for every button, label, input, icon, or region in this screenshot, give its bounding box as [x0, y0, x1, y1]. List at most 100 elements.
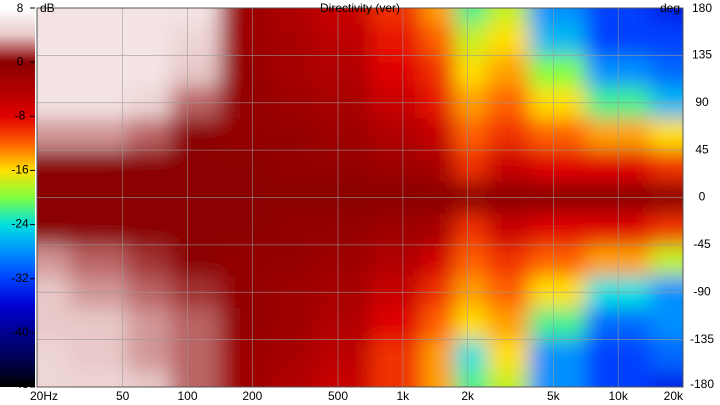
heatmap-cell: [271, 308, 315, 341]
heatmap-cell: [271, 23, 315, 56]
colorbar-tick-label: -48: [11, 377, 29, 391]
x-tick-label: 10k: [608, 389, 628, 403]
heatmap-cell: [454, 55, 488, 88]
colorbar: [0, 8, 35, 387]
heatmap-cell: [529, 213, 587, 246]
heatmap-cell: [314, 308, 371, 341]
y-axis-label: deg: [660, 1, 680, 15]
heatmap-cell: [69, 244, 129, 277]
heatmap-cell: [421, 244, 455, 277]
heatmap-cell: [37, 150, 70, 183]
x-tick-label: 2k: [461, 389, 475, 403]
x-tick-label: 20Hz: [30, 389, 58, 403]
heatmap-cell: [170, 23, 221, 56]
heatmap-cell: [314, 244, 371, 277]
colorbar-label: dB: [40, 1, 55, 15]
heatmap-cell: [69, 23, 129, 56]
y-tick-label: 90: [695, 95, 709, 109]
heatmap-cell: [271, 371, 315, 387]
heatmap-cell: [454, 23, 488, 56]
heatmap: [37, 8, 683, 387]
heatmap-cell: [486, 150, 530, 183]
heatmap-cell: [127, 244, 172, 277]
heatmap-cell: [486, 213, 530, 246]
heatmap-cell: [69, 8, 129, 25]
heatmap-cell: [314, 213, 371, 246]
heatmap-cell: [529, 308, 587, 341]
heatmap-cell: [37, 339, 70, 372]
heatmap-cell: [529, 118, 587, 151]
heatmap-cell: [529, 244, 587, 277]
heatmap-cell: [370, 339, 423, 372]
heatmap-cell: [529, 8, 587, 25]
heatmap-cell: [650, 339, 683, 372]
heatmap-cell: [127, 213, 172, 246]
heatmap-cell: [271, 339, 315, 372]
y-tick-label: 0: [699, 190, 706, 204]
y-tick-label: -180: [690, 377, 714, 391]
heatmap-cell: [650, 308, 683, 341]
x-tick-label: 100: [177, 389, 197, 403]
heatmap-cell: [650, 213, 683, 246]
heatmap-cell: [271, 213, 315, 246]
heatmap-cell: [421, 8, 455, 25]
colorbar-tick-label: -16: [11, 163, 29, 177]
heatmap-cell: [314, 55, 371, 88]
y-tick-label: -90: [693, 284, 711, 298]
heatmap-cell: [314, 23, 371, 56]
heatmap-cell: [486, 371, 530, 387]
heatmap-cell: [127, 23, 172, 56]
heatmap-cell: [454, 213, 488, 246]
y-tick-label: 45: [695, 142, 709, 156]
heatmap-cell: [170, 55, 221, 88]
colorbar-tick-label: 0: [17, 54, 24, 68]
heatmap-cell: [37, 371, 70, 387]
heatmap-cell: [271, 150, 315, 183]
heatmap-cell: [454, 244, 488, 277]
heatmap-cell: [454, 150, 488, 183]
heatmap-cell: [69, 150, 129, 183]
heatmap-cell: [370, 244, 423, 277]
heatmap-cell: [170, 8, 221, 25]
heatmap-cell: [486, 8, 530, 25]
heatmap-cell: [370, 308, 423, 341]
heatmap-cell: [170, 118, 221, 151]
heatmap-cell: [170, 371, 221, 387]
heatmap-cell: [421, 371, 455, 387]
heatmap-cell: [219, 244, 272, 277]
heatmap-cell: [486, 118, 530, 151]
heatmap-cell: [486, 244, 530, 277]
heatmap-cell: [486, 23, 530, 56]
colorbar-tick-label: 8: [17, 1, 24, 15]
x-tick-label: 50: [116, 389, 130, 403]
heatmap-cell: [421, 118, 455, 151]
heatmap-cell: [170, 150, 221, 183]
colorbar-tick-label: -8: [15, 108, 26, 122]
heatmap-cell: [370, 213, 423, 246]
heatmap-cell: [650, 244, 683, 277]
heatmap-cell: [529, 339, 587, 372]
heatmap-cell: [454, 308, 488, 341]
heatmap-cell: [219, 371, 272, 387]
heatmap-cell: [219, 55, 272, 88]
heatmap-cell: [421, 339, 455, 372]
heatmap-cell: [421, 150, 455, 183]
grid: [37, 8, 683, 387]
heatmap-cell: [421, 308, 455, 341]
heatmap-cell: [650, 8, 683, 25]
x-tick-label: 1k: [397, 389, 411, 403]
heatmap-cell: [486, 308, 530, 341]
heatmap-cell: [219, 23, 272, 56]
heatmap-cell: [529, 55, 587, 88]
heatmap-cell: [650, 23, 683, 56]
heatmap-cell: [127, 150, 172, 183]
y-tick-label: 135: [692, 48, 712, 62]
heatmap-cell: [69, 339, 129, 372]
heatmap-cell: [69, 213, 129, 246]
heatmap-cell: [37, 118, 70, 151]
heatmap-cell: [37, 244, 70, 277]
heatmap-cell: [370, 23, 423, 56]
heatmap-cell: [454, 118, 488, 151]
heatmap-cell: [170, 244, 221, 277]
